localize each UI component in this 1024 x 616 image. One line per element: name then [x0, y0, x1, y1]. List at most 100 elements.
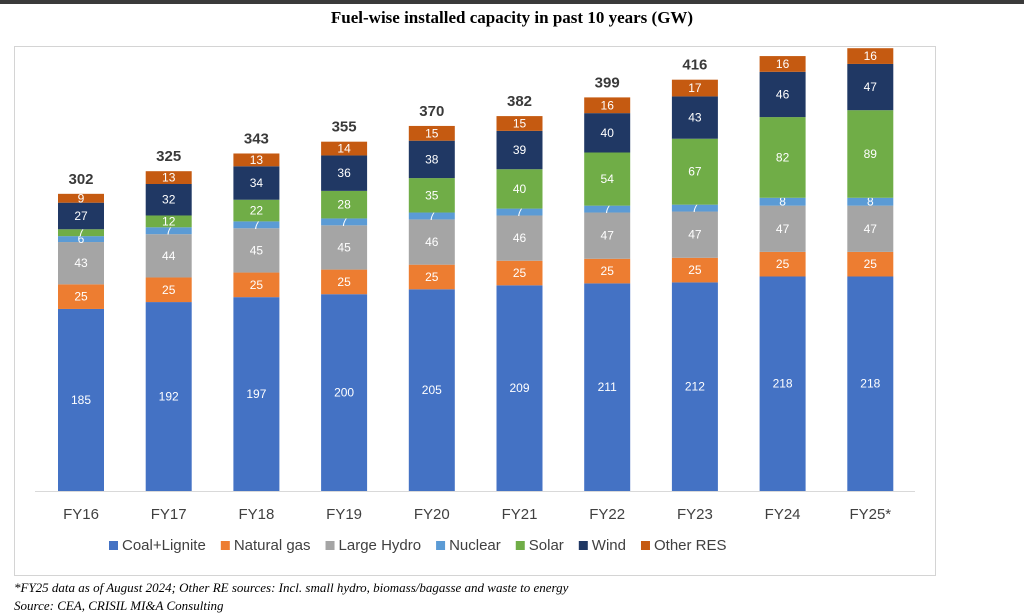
- bar-segment-solar-fy24: [759, 117, 806, 198]
- data-label: 25: [74, 290, 88, 304]
- bar-segment-solar-fy21: [496, 169, 543, 209]
- bar-segment-natural-gas-fy25: [847, 251, 894, 277]
- data-label: 205: [422, 383, 442, 397]
- bar-segment-solar-fy25: [847, 110, 894, 198]
- bar-segment-other-res-fy21: [496, 116, 543, 131]
- data-label: 47: [688, 228, 702, 242]
- data-label: 67: [688, 165, 702, 179]
- bar-segment-coal-lignite-fy23: [671, 282, 718, 491]
- data-label: 25: [250, 278, 264, 292]
- total-label: 442: [770, 47, 795, 50]
- data-label: 13: [250, 153, 264, 167]
- bar-segment-solar-fy17: [145, 215, 192, 228]
- bar-segment-nuclear-fy24: [759, 197, 806, 206]
- legend-swatch: [640, 541, 650, 550]
- bar-segment-other-res-fy24: [759, 56, 806, 72]
- data-label: 46: [425, 235, 439, 249]
- category-label: FY25*: [849, 506, 891, 523]
- data-label: 197: [246, 387, 266, 401]
- top-border: [0, 0, 1024, 4]
- data-label: 16: [776, 57, 790, 71]
- data-label: 25: [337, 275, 351, 289]
- data-label: 46: [776, 87, 790, 101]
- category-label: FY18: [238, 506, 274, 523]
- data-label: 45: [337, 240, 351, 254]
- category-label: FY19: [326, 506, 362, 523]
- data-label: 47: [864, 222, 878, 236]
- bar-segment-other-res-fy23: [671, 79, 718, 97]
- bar-segment-wind-fy25: [847, 63, 894, 111]
- data-label: 43: [74, 256, 88, 270]
- data-label: 7: [165, 224, 172, 238]
- bar-segment-large-hydro-fy25: [847, 205, 894, 252]
- bar-segment-large-hydro-fy23: [671, 211, 718, 258]
- data-label: 28: [337, 198, 351, 212]
- bar-segment-large-hydro-fy20: [408, 219, 455, 265]
- bar-segment-nuclear-fy25: [847, 197, 894, 206]
- bar-segment-wind-fy22: [584, 113, 631, 153]
- data-label: 200: [334, 386, 354, 400]
- data-label: 15: [513, 116, 527, 130]
- bar-segment-coal-lignite-fy20: [408, 289, 455, 491]
- bar-segment-other-res-fy25: [847, 48, 894, 64]
- bar-segment-other-res-fy17: [145, 171, 192, 184]
- legend-label: Coal+Lignite: [122, 537, 206, 554]
- data-label: 47: [864, 80, 878, 94]
- data-label: 7: [253, 218, 260, 232]
- total-label: 302: [68, 171, 93, 188]
- data-label: 47: [601, 229, 615, 243]
- bar-segment-solar-fy19: [321, 190, 368, 219]
- bar-segment-wind-fy23: [671, 96, 718, 139]
- total-label: 343: [244, 130, 269, 147]
- data-label: 7: [428, 209, 435, 223]
- bar-segment-nuclear-fy19: [321, 218, 368, 226]
- data-label: 7: [516, 205, 523, 219]
- bar-segment-large-hydro-fy19: [321, 225, 368, 270]
- data-label: 17: [688, 81, 702, 95]
- bar-segment-wind-fy20: [408, 140, 455, 179]
- bar-segment-other-res-fy19: [321, 141, 368, 156]
- total-label: 355: [332, 119, 357, 136]
- data-label: 16: [601, 98, 615, 112]
- bar-segment-wind-fy19: [321, 155, 368, 191]
- data-label: 218: [773, 377, 793, 391]
- data-label: 25: [601, 264, 615, 278]
- data-label: 34: [250, 176, 264, 190]
- data-label: 16: [864, 49, 878, 63]
- bar-segment-large-hydro-fy18: [233, 228, 280, 273]
- chart-area: 185 25 43 6 7 27 9 302 FY16 192 25 44 7 12 32 13 325 FY17…: [14, 46, 936, 576]
- data-label: 89: [864, 147, 878, 161]
- bar-segment-coal-lignite-fy19: [321, 294, 368, 491]
- bar-segment-natural-gas-fy22: [584, 258, 631, 284]
- data-label: 43: [688, 111, 702, 125]
- data-label: 13: [162, 171, 176, 185]
- data-label: 32: [162, 193, 176, 207]
- bar-segment-natural-gas-fy16: [58, 284, 104, 309]
- bar-segment-coal-lignite-fy16: [58, 308, 104, 491]
- legend-label: Natural gas: [234, 537, 311, 554]
- chart-title: Fuel-wise installed capacity in past 10 …: [330, 8, 694, 27]
- bar-segment-coal-lignite-fy21: [496, 285, 543, 491]
- bar-segment-solar-fy22: [584, 152, 631, 206]
- bar-segment-nuclear-fy21: [496, 208, 543, 216]
- data-label: 44: [162, 249, 176, 263]
- data-label: 12: [162, 214, 176, 228]
- data-label: 15: [425, 126, 439, 140]
- bar-segment-natural-gas-fy18: [233, 272, 280, 298]
- data-label: 25: [688, 263, 702, 277]
- bar-segment-coal-lignite-fy25: [847, 276, 894, 491]
- bar-segment-wind-fy18: [233, 166, 280, 200]
- bar-segment-wind-fy17: [145, 183, 192, 216]
- bar-segment-other-res-fy18: [233, 153, 280, 167]
- category-label: FY22: [589, 506, 625, 523]
- data-label: 45: [250, 243, 264, 257]
- data-label: 27: [74, 209, 88, 223]
- category-label: FY24: [765, 506, 801, 523]
- legend-label: Other RES: [654, 537, 727, 554]
- data-label: 7: [78, 226, 85, 240]
- data-label: 192: [159, 390, 179, 404]
- bar-segment-nuclear-fy22: [584, 205, 631, 213]
- bar-segment-natural-gas-fy17: [145, 277, 192, 303]
- bar-segment-natural-gas-fy23: [671, 257, 718, 283]
- category-label: FY23: [677, 506, 713, 523]
